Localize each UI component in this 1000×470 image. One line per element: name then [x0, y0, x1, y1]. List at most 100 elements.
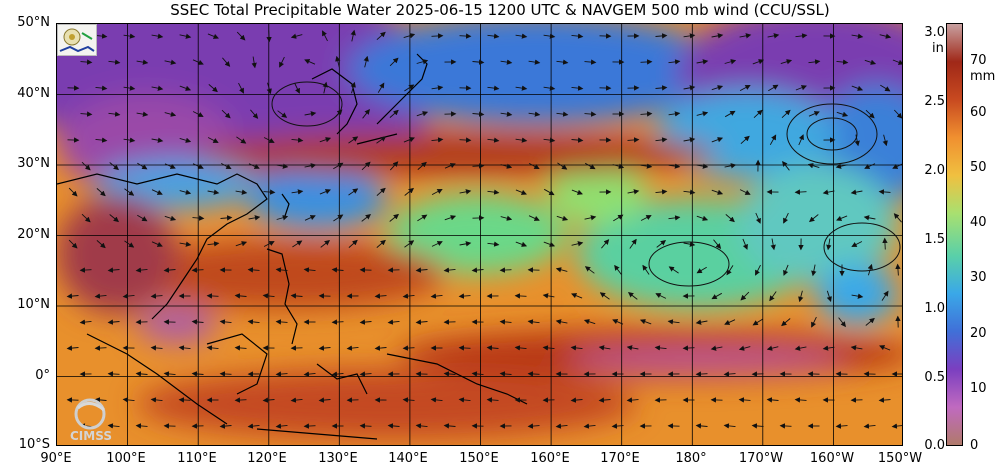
wind-arrow — [835, 163, 848, 169]
wind-arrow — [348, 239, 358, 248]
wind-arrow — [124, 188, 135, 196]
wind-arrow — [318, 345, 331, 351]
wind-arrow — [487, 241, 500, 247]
wind-arrow — [331, 267, 344, 273]
wind-arrow — [222, 57, 231, 67]
wind-arrow — [770, 238, 776, 251]
colorbar-in-tick: 0.0 — [924, 438, 945, 453]
wind-arrow — [696, 111, 709, 117]
wind-arrow — [431, 33, 444, 39]
wind-arrow — [695, 371, 708, 377]
wind-arrow — [640, 215, 652, 221]
colorbar-mm-tick: 0 — [970, 438, 979, 453]
wind-arrow — [627, 292, 638, 300]
colorbar-mm-tick: 10 — [970, 381, 987, 396]
wind-arrow — [206, 345, 219, 351]
wind-arrow — [376, 136, 387, 144]
wind-arrow — [863, 423, 876, 429]
colorbar-in-tick: 2.0 — [924, 163, 945, 178]
wind-arrow — [444, 215, 457, 221]
lat-label-equator: 0° — [35, 368, 50, 383]
svg-text:CIMSS: CIMSS — [70, 429, 112, 443]
wind-arrow — [612, 163, 625, 169]
wind-arrow — [333, 214, 344, 222]
wind-arrow — [431, 188, 443, 195]
wind-arrow — [584, 162, 596, 170]
wind-arrow — [107, 319, 120, 325]
wind-arrow — [755, 264, 761, 276]
wind-arrow — [331, 319, 344, 325]
wind-arrow — [614, 264, 622, 275]
lat-label-50n: 50°N — [17, 15, 50, 30]
wind-arrow — [192, 111, 204, 117]
wind-arrow — [68, 187, 78, 197]
wind-arrow — [835, 423, 848, 429]
wind-arrow — [151, 85, 164, 91]
wind-arrow — [556, 59, 569, 65]
wind-arrow — [584, 266, 595, 274]
wind-arrow — [472, 163, 485, 169]
colorbar-in-tick: 1.0 — [924, 301, 945, 316]
lon-label-150w: 150°W — [877, 451, 923, 466]
wind-arrow — [836, 59, 849, 65]
wind-arrow — [742, 238, 748, 250]
wind-arrow — [179, 241, 192, 247]
wind-arrow — [471, 371, 484, 377]
wind-arrow — [250, 109, 259, 119]
wind-arrow — [826, 290, 832, 303]
wind-arrow — [430, 397, 443, 403]
wind-arrow — [584, 215, 597, 221]
wind-arrow — [179, 85, 192, 91]
lon-label-140e: 140°E — [388, 451, 428, 466]
colorbar-mm-tick: 50 — [970, 160, 987, 175]
wind-arrow — [415, 319, 428, 325]
wind-arrow — [487, 137, 500, 143]
wind-arrow — [683, 241, 696, 247]
wind-arrow — [290, 293, 303, 299]
wind-arrow — [80, 111, 93, 117]
wind-arrow — [807, 163, 820, 169]
wind-arrow — [163, 371, 176, 377]
wind-arrow — [514, 293, 527, 299]
lon-label-110e: 110°E — [177, 451, 217, 466]
wind-arrow — [752, 318, 763, 326]
wind-arrow — [81, 213, 91, 223]
wind-arrow — [263, 189, 276, 195]
wind-arrow — [331, 371, 344, 377]
wind-arrow — [642, 264, 650, 275]
wind-arrow — [739, 33, 752, 39]
wind-arrow — [359, 423, 372, 429]
wind-arrow — [389, 213, 399, 222]
wind-arrow — [251, 56, 257, 69]
ssec-logo — [57, 24, 97, 56]
wind-arrow — [235, 189, 248, 195]
wind-arrow — [178, 345, 191, 351]
wind-arrow — [739, 84, 751, 91]
wind-arrow — [822, 345, 835, 351]
wind-arrow — [740, 291, 750, 301]
wind-arrow — [515, 85, 528, 91]
wind-arrow — [711, 137, 724, 143]
wind-arrow — [881, 290, 889, 301]
wind-arrow — [656, 240, 667, 248]
wind-arrow — [403, 33, 416, 39]
wind-arrow — [262, 293, 275, 299]
wind-arrow — [599, 292, 610, 300]
wind-arrow — [179, 33, 192, 39]
wind-arrow — [335, 55, 341, 68]
lat-label-30n: 30°N — [17, 156, 50, 171]
wind-arrow — [555, 319, 568, 325]
wind-arrow — [710, 345, 723, 351]
wind-arrow — [696, 266, 707, 274]
wind-arrow — [639, 319, 652, 325]
wind-arrow — [515, 189, 527, 195]
wind-arrow — [893, 213, 902, 223]
colorbar-in-unit: in — [932, 41, 944, 56]
wind-arrow — [626, 397, 639, 403]
wind-arrow — [123, 33, 136, 39]
wind-arrow — [402, 293, 415, 299]
wind-arrow — [769, 291, 777, 302]
wind-arrow — [655, 33, 668, 39]
wind-arrow — [122, 397, 135, 403]
wind-arrow — [318, 397, 331, 403]
